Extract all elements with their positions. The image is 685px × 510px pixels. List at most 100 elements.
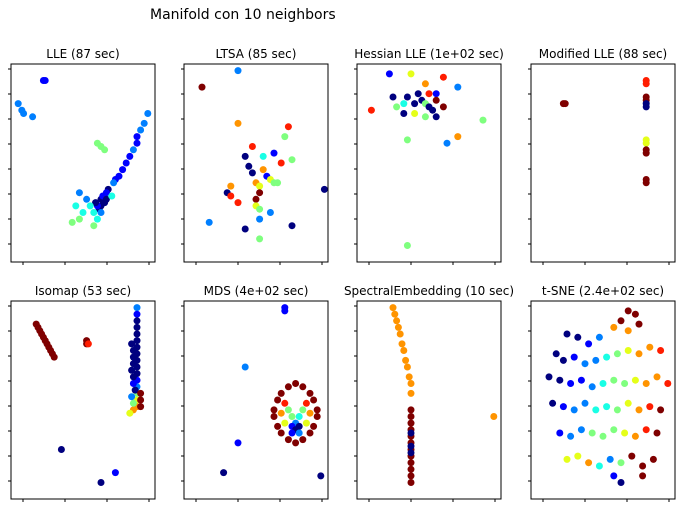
scatter-point [646, 343, 654, 351]
scatter-point [83, 195, 91, 203]
scatter-point [552, 350, 560, 358]
scatter-point [561, 100, 569, 108]
subplot-title: Hessian LLE (1e+02 sec) [354, 47, 504, 61]
scatter-point [128, 366, 136, 374]
scatter-point [227, 192, 235, 200]
scatter-point [299, 436, 307, 444]
scatter-point [79, 209, 87, 216]
scatter-point [407, 70, 415, 78]
scatter-point [664, 380, 672, 387]
scatter-point [657, 406, 665, 414]
scatter-point [292, 380, 300, 387]
scatter-point [559, 403, 567, 411]
scatter-point [313, 406, 321, 414]
scatter-point [256, 189, 264, 197]
scatter-point [407, 472, 415, 480]
scatter-point [93, 215, 101, 223]
scatter-point [624, 347, 632, 354]
scatter-point [391, 310, 399, 318]
scatter-point [407, 442, 415, 450]
scatter-point [577, 426, 585, 434]
scatter-point [86, 202, 94, 210]
scatter-point [393, 103, 401, 111]
scatter-point [570, 353, 578, 361]
scatter-point [585, 459, 593, 467]
scatter-point [102, 195, 110, 203]
scatter-point [288, 413, 296, 420]
scatter-point [317, 472, 325, 480]
scatter-point [403, 136, 411, 144]
scatter-point [41, 77, 49, 84]
scatter-point [606, 455, 614, 463]
scatter-point [75, 189, 83, 197]
scatter-point [129, 380, 137, 387]
scatter-point [624, 327, 632, 335]
scatter-point [198, 83, 206, 91]
scatter-point [129, 360, 137, 368]
scatter-point [270, 413, 278, 420]
scatter-point [631, 432, 639, 440]
scatter-point [252, 195, 260, 203]
scatter-point [137, 396, 145, 404]
scatter-point [642, 149, 650, 157]
scatter-point [628, 452, 636, 460]
scatter-point [306, 429, 314, 437]
scatter-point [259, 166, 267, 174]
scatter-point [603, 353, 611, 361]
scatter-point [588, 429, 596, 437]
scatter-point [234, 119, 242, 127]
scatter-point [119, 166, 127, 174]
scatter-point [649, 455, 657, 463]
scatter-point [610, 472, 618, 480]
scatter-point [411, 100, 419, 108]
scatter-point [234, 199, 242, 207]
scatter-point [402, 356, 410, 364]
scatter-point [635, 350, 643, 358]
scatter-point [407, 419, 415, 427]
scatter-point [479, 116, 487, 124]
scatter-point [295, 413, 303, 420]
scatter-point [394, 323, 402, 331]
axes-frame [10, 63, 156, 263]
axes-frame [356, 300, 502, 500]
subplot-6: MDS (4e+02 sec) [181, 284, 329, 502]
scatter-point [570, 406, 578, 414]
scatter-point [425, 90, 433, 98]
scatter-point [133, 337, 141, 345]
scatter-point [129, 353, 137, 361]
scatter-point [613, 350, 621, 358]
scatter-point [306, 409, 314, 417]
scatter-point [128, 340, 136, 348]
scatter-point [310, 422, 318, 430]
scatter-point [131, 386, 139, 394]
scatter-point [398, 340, 406, 348]
scatter-point [133, 317, 141, 325]
scatter-point [454, 133, 462, 141]
scatter-point [248, 169, 256, 177]
scatter-point [642, 426, 650, 434]
scatter-point [245, 162, 253, 170]
scatter-point [574, 452, 582, 460]
scatter-point [234, 439, 242, 447]
scatter-point [115, 172, 123, 180]
scatter-point [393, 317, 401, 325]
subplot-2: LTSA (85 sec) [181, 47, 329, 265]
scatter-point [122, 159, 130, 167]
scatter-point [432, 96, 440, 104]
scatter-point [556, 429, 564, 437]
scatter-point [284, 436, 292, 444]
scatter-point [400, 347, 408, 354]
scatter-point [227, 182, 235, 190]
scatter-point [490, 413, 498, 420]
scatter-point [613, 406, 621, 414]
scatter-point [432, 113, 440, 121]
scatter-point [407, 380, 415, 387]
scatter-point [646, 403, 654, 411]
scatter-point [284, 123, 292, 131]
scatter-point [108, 192, 116, 200]
scatter-point [617, 479, 625, 486]
scatter-point [281, 419, 289, 427]
subplot-grid: LLE (87 sec) LTSA (85 sec) Hessian LLE (1e… [8, 47, 676, 502]
scatter-point [407, 406, 415, 414]
